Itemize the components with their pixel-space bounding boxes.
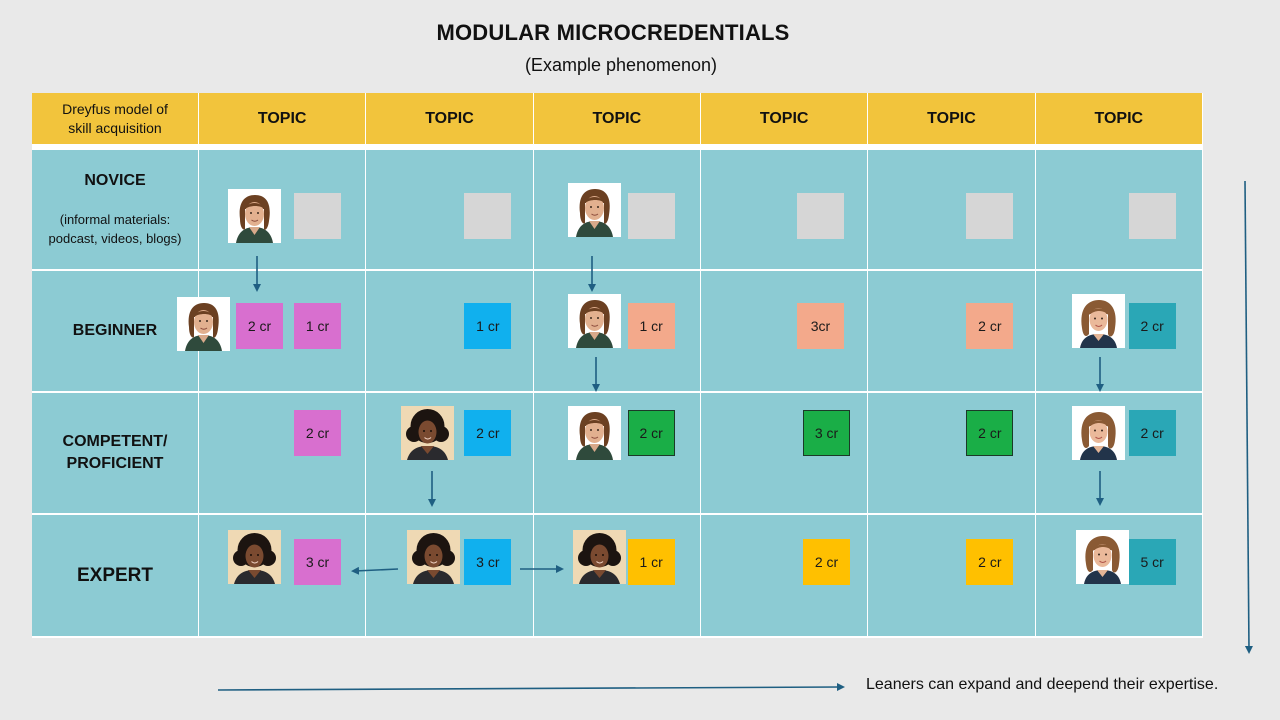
- learner-woman-dark-avatar: [572, 530, 626, 584]
- learner-woman-avatar: [1075, 530, 1129, 584]
- cell-novice-t5: [868, 150, 1036, 271]
- credit-box: 2 cr: [236, 303, 283, 349]
- cell-novice-t3: [533, 150, 701, 271]
- novice-sub-line-2: podcast, videos, blogs): [48, 230, 182, 246]
- row-label-novice: NOVICE (informal materials: podcast, vid…: [32, 150, 199, 271]
- credit-box: 1 cr: [627, 303, 675, 349]
- cell-competent-t2: 2 cr: [366, 393, 534, 515]
- learner-woman-dark-avatar: [228, 530, 281, 584]
- arrow-breadth-horizontal: [217, 683, 845, 692]
- beginner-label: BEGINNER: [72, 322, 158, 339]
- credit-box: 1 cr: [627, 539, 675, 585]
- credit-box: 3 cr: [802, 410, 850, 456]
- learner-man-avatar: [567, 406, 621, 460]
- cell-beginner-t2: 1 cr: [366, 271, 534, 393]
- topic-header-3: TOPIC: [533, 93, 701, 150]
- informal-material-box: [294, 193, 341, 239]
- credit-box: 2 cr: [627, 410, 675, 456]
- credit-box: 5 cr: [1128, 539, 1176, 585]
- credit-box: 1 cr: [464, 303, 512, 349]
- row-label-competent: COMPETENT/ PROFICIENT: [32, 393, 199, 515]
- learner-woman-avatar: [1071, 294, 1125, 348]
- informal-material-box: [627, 193, 675, 239]
- cell-novice-t1: [199, 150, 367, 271]
- informal-material-box: [796, 193, 844, 239]
- credit-box: 2 cr: [966, 410, 1014, 456]
- microcredential-grid: Dreyfus model of skill acquisition TOPIC…: [32, 93, 1203, 638]
- credit-box: 3 cr: [464, 539, 512, 585]
- learner-woman-dark-avatar: [407, 530, 461, 584]
- topic-header-6: TOPIC: [1035, 93, 1203, 150]
- cell-novice-t6: [1035, 150, 1203, 271]
- credit-box: 3 cr: [294, 539, 341, 585]
- learner-man-avatar: [567, 294, 621, 348]
- informal-material-box: [966, 193, 1014, 239]
- arrow-depth-vertical: [1244, 180, 1253, 654]
- learner-woman-dark-avatar: [401, 406, 455, 460]
- topic-header-1: TOPIC: [199, 93, 367, 150]
- cell-novice-t2: [366, 150, 534, 271]
- cell-beginner-t1: 2 cr 1 cr: [199, 271, 367, 393]
- credit-box: 2 cr: [1128, 410, 1176, 456]
- topic-header-2: TOPIC: [366, 93, 534, 150]
- cell-competent-t6: 2 cr: [1035, 393, 1203, 515]
- learner-man-avatar: [228, 189, 281, 243]
- credit-box: 2 cr: [464, 410, 512, 456]
- cell-beginner-t3: 1 cr: [533, 271, 701, 393]
- learner-man-avatar: [567, 183, 621, 237]
- credit-box: 3cr: [796, 303, 844, 349]
- cell-expert-t4: 2 cr: [700, 515, 869, 638]
- cell-expert-t6: 5 cr: [1035, 515, 1203, 638]
- page-subtitle: (Example phenomenon): [524, 55, 718, 75]
- credit-box: 2 cr: [966, 539, 1014, 585]
- corner-line-2: skill acquisition: [68, 119, 162, 136]
- novice-sub-line-1: (informal materials:: [59, 211, 171, 227]
- credit-box: 2 cr: [966, 303, 1014, 349]
- page-title: MODULAR MICROCREDENTIALS: [436, 20, 790, 45]
- cell-beginner-t4: 3cr: [700, 271, 869, 393]
- header-corner: Dreyfus model of skill acquisition: [32, 93, 199, 150]
- cell-novice-t4: [700, 150, 869, 271]
- credit-box: 1 cr: [294, 303, 341, 349]
- novice-label: NOVICE: [84, 171, 146, 189]
- learner-man-avatar: [177, 297, 230, 351]
- cell-competent-t1: 2 cr: [199, 393, 367, 515]
- credit-box: 2 cr: [294, 410, 341, 456]
- cell-expert-t1: 3 cr: [199, 515, 367, 638]
- corner-line-1: Dreyfus model of: [62, 100, 168, 117]
- cell-expert-t2: 3 cr: [366, 515, 534, 638]
- informal-material-box: [1128, 193, 1176, 239]
- cell-beginner-t6: 2 cr: [1035, 271, 1203, 393]
- cell-competent-t4: 3 cr: [700, 393, 869, 515]
- credit-box: 2 cr: [1128, 303, 1176, 349]
- row-label-beginner: BEGINNER: [32, 271, 199, 393]
- competent-label-line-2: PROFICIENT: [66, 455, 164, 472]
- competent-label-line-1: COMPETENT/: [62, 433, 168, 450]
- topic-header-4: TOPIC: [700, 93, 869, 150]
- cell-expert-t3: 1 cr: [533, 515, 701, 638]
- topic-header-5: TOPIC: [868, 93, 1036, 150]
- expertise-caption: Leaners can expand and deepend their exp…: [866, 676, 1219, 693]
- row-label-expert: EXPERT: [32, 515, 199, 638]
- cell-competent-t3: 2 cr: [533, 393, 701, 515]
- cell-expert-t5: 2 cr: [868, 515, 1036, 638]
- credit-box: 2 cr: [802, 539, 850, 585]
- expert-label: EXPERT: [76, 564, 154, 586]
- informal-material-box: [464, 193, 512, 239]
- cell-beginner-t5: 2 cr: [868, 271, 1036, 393]
- learner-woman-avatar: [1071, 406, 1125, 460]
- cell-competent-t5: 2 cr: [868, 393, 1036, 515]
